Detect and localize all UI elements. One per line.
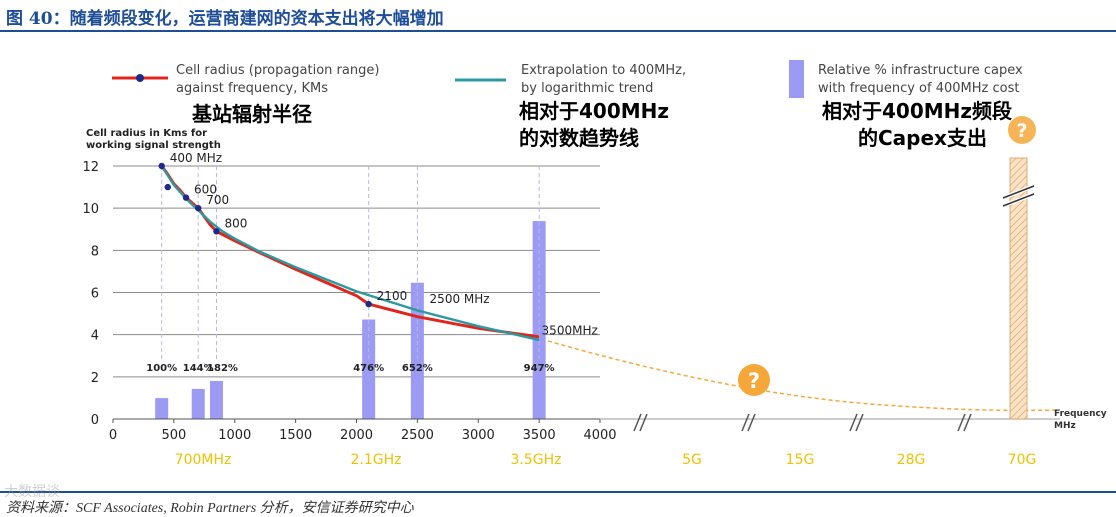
curve-annotation: 2500 MHz [430,292,490,306]
legend-trend-cn-2: 的对数趋势线 [519,126,639,150]
band-label-70g: 70G [1008,452,1037,468]
legend-trend-label-2: by logarithmic trend [521,81,653,96]
data-point [158,162,165,170]
bar-label-band [114,358,600,376]
svg-text:?: ? [1016,120,1027,142]
x-tick-label: 2500 [401,428,434,443]
legend-radius-label-1: Cell radius (propagation range) [176,63,379,78]
x-tick-label: 2000 [340,428,373,443]
bar-break-70g [1002,184,1035,208]
axis-break-3 [849,413,864,432]
curve-annotation: 3500MHz [542,324,598,338]
legend-radius-label-2: against frequency, KMs [176,81,328,96]
capex-bar-70g [1009,157,1028,420]
y-tick-label: 0 [91,413,99,428]
axis-break-2 [741,413,756,432]
band-label-5g: 5G [682,452,702,468]
x-tick-label: 500 [161,428,186,443]
question-marker-curve: ? [738,364,770,396]
bar-value-label: 947% [524,363,555,374]
data-point [195,204,202,212]
x-tick-label: 1000 [218,428,251,443]
legend-trend-cn-1: 相对于400MHz [519,99,669,123]
capex-bar [155,398,169,419]
x-tick-label: 0 [109,428,117,443]
legend-capex-cn-2: 的Capex支出 [858,126,987,150]
data-point-label: 800 [224,216,247,230]
legend-radius-marker [136,74,144,82]
bar-value-label: 144% [183,363,214,374]
bar-value-label: 100% [146,363,177,374]
y-tick-label: 12 [82,160,99,175]
source-rule [0,491,1116,493]
band-label-2-1ghz: 2.1GHz [351,452,402,468]
capex-bar [209,380,223,419]
axis-break-1 [633,413,648,432]
band-label-700mhz: 700MHz [175,452,232,468]
data-point-label: 600 [194,183,217,197]
figure-title: 图 40：随着频段变化，运营商建网的资本支出将大幅增加 [6,9,444,29]
radius-line [160,165,540,339]
x-tick-label: 3500 [523,428,556,443]
x-tick-label: 3000 [462,428,495,443]
watermark: 大数据谈 [4,484,60,500]
y-tick-label: 8 [91,244,99,259]
source-text: 资料来源：SCF Associates, Robin Partners 分析，安… [6,501,414,516]
data-point [365,300,372,308]
legend-radius-cn: 基站辐射半径 [192,102,312,126]
band-label-15g: 15G [786,452,815,468]
legend-capex-label-2: with frequency of 400MHz cost [818,81,1019,96]
x-unit-label-2: MHz [1054,421,1076,431]
legend-capex-cn-1: 相对于400MHz频段 [822,99,1012,123]
band-labels: 700MHz 2.1GHz 3.5GHz 5G 15G 28G 70G [175,452,1037,468]
x-tick-label: 1500 [279,428,312,443]
bar-value-label: 652% [402,363,433,374]
axis-break-4 [957,413,972,432]
legend-trend-label-1: Extrapolation to 400MHz, [521,63,686,78]
bar-value-label: 182% [207,363,238,374]
extrapolation-curve [547,340,1061,412]
y-tick-label: 10 [82,202,99,217]
data-point [164,183,171,191]
legend: Cell radius (propagation range) against … [112,60,1023,150]
y-axis-title-2: working signal strength [86,140,221,151]
x-unit-label-1: Frequency [1054,409,1107,419]
data-point-label: 700 [206,193,229,207]
capex-bar [362,319,376,419]
legend-capex-label-1: Relative % infrastructure capex [818,63,1023,78]
y-tick-label: 2 [91,371,99,386]
data-point [182,194,190,201]
band-label-3-5ghz: 3.5GHz [511,452,562,468]
bar-value-label: 476% [353,363,384,374]
trend-line [160,165,540,342]
y-axis-title-1: Cell radius in Kms for [86,128,207,139]
capex-bar [191,388,205,419]
svg-text:?: ? [748,369,760,393]
x-tick-label: 4000 [583,428,616,443]
extrapolation-area: ? ? Frequency MHz [547,116,1107,432]
data-point-label: 400 MHz [170,151,222,165]
y-tick-label: 6 [91,287,99,302]
data-point [213,228,220,235]
data-point-label: 2100 [377,289,408,303]
y-tick-label: 4 [91,329,99,344]
title-rule [0,30,1116,32]
question-marker-70g: ? [1008,116,1036,144]
legend-capex-swatch [789,60,804,98]
band-label-28g: 28G [897,452,926,468]
